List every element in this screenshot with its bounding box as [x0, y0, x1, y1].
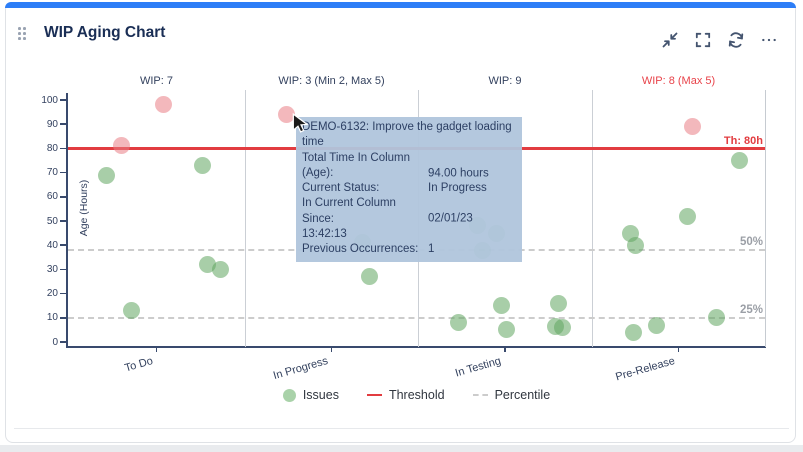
y-tick-label: 80 — [46, 142, 58, 154]
y-axis-title: Age (Hours) — [78, 179, 90, 237]
y-tick-label: 100 — [41, 94, 58, 106]
issue-dot[interactable] — [678, 207, 696, 225]
column-divider — [245, 90, 246, 347]
issue-dot[interactable] — [730, 152, 748, 169]
legend-swatch-dot — [282, 388, 296, 402]
percentile-label: 25% — [739, 303, 763, 316]
widget-accent-bar — [5, 2, 796, 8]
legend-label: Percentile — [494, 388, 551, 402]
tooltip-row: Previous Occurrences: 1 — [302, 243, 435, 256]
y-tick — [60, 171, 67, 174]
y-tick-label: 0 — [52, 336, 58, 348]
y-tick — [60, 123, 67, 125]
issue-dot[interactable] — [493, 297, 511, 315]
x-tick — [330, 347, 333, 352]
issue-dot[interactable] — [553, 318, 571, 336]
issue-dot[interactable] — [278, 106, 296, 124]
column-divider — [592, 90, 593, 347]
y-tick — [60, 268, 67, 271]
collapse-icon[interactable] — [660, 30, 680, 50]
x-tick — [155, 347, 158, 352]
more-icon[interactable] — [759, 30, 779, 50]
legend-item-threshold[interactable]: Threshold — [366, 388, 445, 402]
y-tick-label: 50 — [46, 215, 58, 227]
y-tick — [60, 147, 67, 150]
fullscreen-icon[interactable] — [693, 30, 713, 50]
y-tick-label: 60 — [46, 191, 58, 203]
tooltip-row: Current Status: In Progress — [302, 182, 487, 195]
wip-header: WIP: 7 — [139, 75, 174, 87]
percentile-label: 50% — [739, 236, 763, 249]
issue-dot[interactable] — [449, 314, 467, 332]
page-background — [0, 445, 803, 452]
issue-dot[interactable] — [194, 156, 212, 174]
legend-label: Threshold — [388, 388, 445, 402]
issue-dot[interactable] — [498, 321, 516, 339]
y-tick — [60, 244, 67, 246]
y-tick — [60, 341, 67, 343]
chart-legend: Issues Threshold Percentile — [68, 388, 765, 402]
legend-swatch-dashed — [472, 394, 488, 396]
tooltip-row: Total Time In Column (Age): 94.00 hours — [302, 151, 489, 179]
legend-label: Issues — [302, 388, 339, 402]
y-tick — [60, 196, 67, 198]
x-axis-line — [66, 346, 766, 348]
y-tick — [60, 99, 67, 101]
footer-divider — [14, 428, 789, 429]
issue-dot[interactable] — [625, 323, 643, 341]
y-tick — [60, 220, 67, 222]
y-tick — [60, 317, 67, 319]
issue-tooltip: DEMO-6132: Improve the gadget loading ti… — [296, 117, 522, 262]
issue-dot[interactable] — [550, 294, 568, 312]
y-tick-label: 40 — [46, 239, 58, 251]
issue-dot[interactable] — [155, 96, 173, 114]
y-tick-label: 30 — [46, 263, 58, 275]
issue-dot[interactable] — [211, 260, 229, 278]
plot-right-border — [765, 90, 766, 347]
drag-handle-icon[interactable] — [18, 27, 27, 42]
issue-dot[interactable] — [647, 316, 665, 334]
wip-header: WIP: 3 (Min 2, Max 5) — [278, 75, 385, 87]
issue-dot[interactable] — [98, 166, 116, 184]
issue-dot[interactable] — [361, 268, 379, 286]
legend-item-percentile[interactable]: Percentile — [472, 388, 551, 402]
widget-title: WIP Aging Chart — [44, 24, 166, 41]
y-axis-line — [66, 93, 68, 348]
y-tick-label: 20 — [46, 288, 58, 300]
mouse-cursor-icon — [291, 112, 309, 138]
wip-header: WIP: 8 (Max 5) — [641, 75, 716, 87]
threshold-label: Th: 80h — [723, 135, 763, 147]
x-tick — [504, 347, 506, 352]
issue-dot[interactable] — [683, 118, 701, 136]
legend-item-issues[interactable]: Issues — [282, 388, 339, 402]
issue-dot[interactable] — [708, 309, 726, 327]
y-tick — [60, 292, 67, 295]
y-tick-label: 70 — [46, 167, 58, 179]
wip-header: WIP: 9 — [488, 75, 522, 87]
y-tick-label: 90 — [46, 118, 58, 130]
x-tick — [677, 347, 680, 352]
issue-dot[interactable] — [626, 236, 644, 254]
y-tick-label: 10 — [46, 312, 58, 324]
tooltip-title: DEMO-6132: Improve the gadget loading ti… — [302, 121, 512, 149]
refresh-icon[interactable] — [726, 30, 746, 50]
legend-swatch-line — [366, 393, 382, 397]
tooltip-row: In Current Column Since: 02/01/23 13:42:1… — [302, 197, 473, 241]
issue-dot[interactable] — [112, 137, 130, 155]
issue-dot[interactable] — [123, 302, 141, 320]
widget-toolbar — [660, 30, 779, 50]
percentile-line — [68, 316, 765, 319]
